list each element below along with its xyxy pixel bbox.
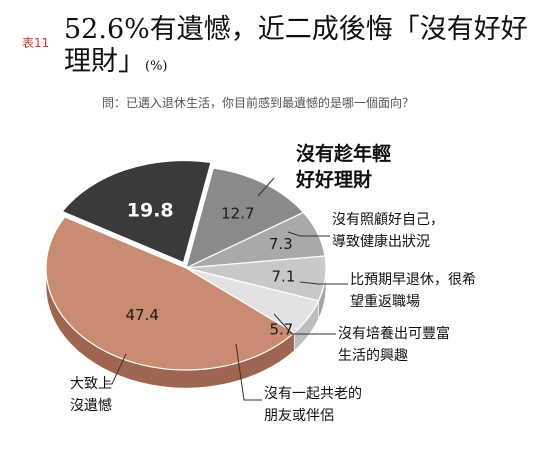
slice-category-label-2-line-0: 比預期早退休，很希	[350, 272, 476, 288]
callout-leader-0	[257, 177, 275, 197]
slice-category-label-0-line-0: 沒有趁年輕	[296, 142, 391, 165]
pie-slice-1	[185, 167, 305, 270]
survey-question: 問：已邁入退休生活，你目前感到最遺憾的是哪一個面向？	[102, 96, 415, 110]
callout-leader-5	[104, 353, 127, 385]
slice-category-label-1-line-0: 沒有照顧好自己，	[332, 211, 444, 228]
slice-value-label-5: 47.4	[125, 306, 158, 324]
chart-unit: (%)	[145, 59, 168, 74]
table-number-label: 表11	[22, 36, 50, 50]
slice-value-label-0: 19.8	[127, 199, 174, 221]
pie-slice-5	[45, 216, 296, 371]
slice-category-label-3-line-0: 沒有培養出可豐富	[338, 325, 450, 342]
callout-leader-2	[299, 281, 348, 285]
callout-leader-3	[273, 313, 336, 335]
slice-category-label-4-line-1: 朋友或伴侶	[264, 408, 334, 424]
slice-category-label-3-line-1: 生活的興趣	[338, 348, 408, 364]
chart-title: 52.6%有遺憾，近二成後悔「沒有好好理財」(%)	[64, 14, 534, 83]
slice-value-label-1: 12.7	[221, 204, 254, 222]
chart-title-text: 52.6%有遺憾，近二成後悔「沒有好好理財」	[64, 14, 528, 77]
slice-category-label-1-line-1: 導致健康出狀況	[332, 233, 430, 250]
slice-category-label-0-line-1: 好好理財	[295, 168, 372, 191]
slice-value-label-2: 7.3	[269, 235, 293, 253]
pie-slice-0	[61, 159, 212, 264]
slice-category-label-5-line-1: 沒遺憾	[70, 397, 112, 414]
callout-leader-4	[235, 343, 262, 401]
slice-category-label-2-line-1: 望重返職場	[350, 294, 420, 310]
slice-category-label-4-line-0: 沒有一起共老的	[264, 385, 362, 402]
slice-category-label-5-line-0: 大致上	[70, 376, 112, 392]
slice-value-label-3: 7.1	[272, 268, 296, 286]
callout-leader-1	[287, 231, 330, 237]
slice-value-label-4: 5.7	[269, 321, 293, 339]
